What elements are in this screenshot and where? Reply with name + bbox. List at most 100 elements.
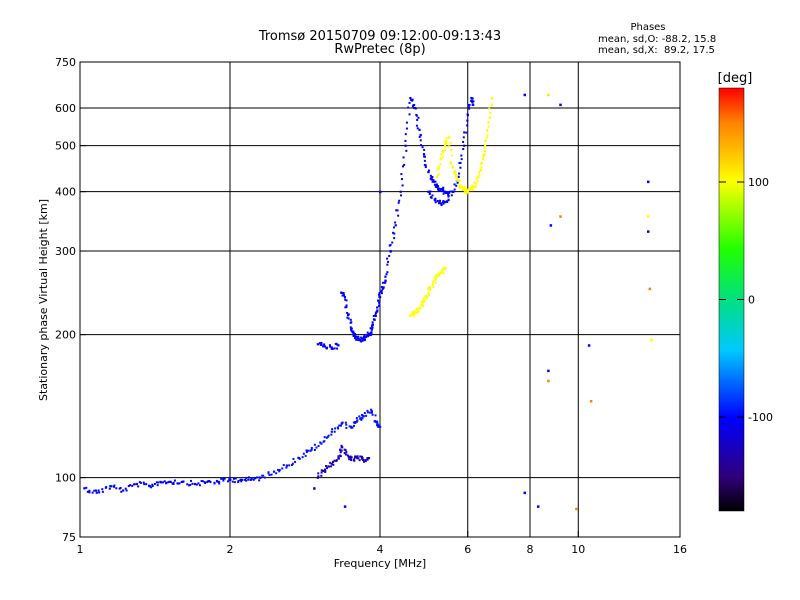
colorbar-tick-label: -100 xyxy=(748,411,773,424)
data-point xyxy=(470,100,473,103)
data-point xyxy=(371,324,374,327)
data-point xyxy=(365,414,368,417)
data-point xyxy=(119,486,122,489)
data-point xyxy=(440,204,443,207)
data-point xyxy=(161,481,164,484)
data-point xyxy=(323,345,327,348)
colorbar-label: [deg] xyxy=(718,71,753,86)
data-point xyxy=(449,141,452,144)
data-point xyxy=(349,326,352,329)
data-point xyxy=(460,158,463,161)
data-point xyxy=(357,457,360,460)
data-point xyxy=(434,278,437,281)
data-point xyxy=(431,178,434,181)
data-point xyxy=(352,330,355,333)
data-point xyxy=(195,483,198,486)
data-point xyxy=(450,194,453,197)
data-point xyxy=(155,481,158,484)
x-axis-label: Frequency [MHz] xyxy=(334,557,426,570)
data-point xyxy=(358,415,361,418)
data-point xyxy=(285,466,288,469)
data-point xyxy=(458,172,461,175)
data-point xyxy=(477,175,480,178)
data-point xyxy=(139,481,142,484)
data-point xyxy=(442,149,445,152)
data-point xyxy=(463,188,466,191)
data-point xyxy=(361,417,364,420)
data-point xyxy=(466,124,469,127)
data-point xyxy=(188,484,191,487)
data-point xyxy=(347,456,350,459)
data-point xyxy=(389,250,392,253)
data-point xyxy=(360,418,363,421)
data-point xyxy=(330,346,333,349)
data-point xyxy=(333,459,336,462)
data-point xyxy=(309,449,312,452)
data-point xyxy=(327,434,330,437)
data-point xyxy=(435,184,438,187)
data-point xyxy=(468,106,471,109)
data-point xyxy=(479,169,482,172)
data-point xyxy=(465,188,468,191)
data-point xyxy=(326,436,329,439)
data-point xyxy=(350,425,353,428)
data-point xyxy=(488,107,491,110)
data-point xyxy=(363,334,366,337)
data-point xyxy=(395,209,398,212)
data-point xyxy=(344,421,347,424)
data-point xyxy=(443,144,447,147)
data-point xyxy=(275,472,278,475)
data-point xyxy=(172,482,175,485)
data-point xyxy=(442,202,445,205)
data-point xyxy=(310,448,313,451)
data-point xyxy=(423,148,426,151)
data-point xyxy=(486,129,489,132)
data-point xyxy=(447,136,451,139)
data-point xyxy=(374,414,377,417)
data-point xyxy=(421,301,424,304)
data-point xyxy=(97,489,100,492)
data-point xyxy=(291,462,294,465)
data-point xyxy=(340,291,343,294)
data-point xyxy=(463,191,466,194)
data-point xyxy=(424,166,427,169)
data-point xyxy=(460,154,463,157)
data-point xyxy=(447,199,450,202)
data-point xyxy=(397,214,400,217)
x-tick-label: 16 xyxy=(673,543,687,556)
outlier-point xyxy=(547,379,550,383)
data-point xyxy=(204,482,207,485)
data-point xyxy=(425,296,428,299)
data-point xyxy=(345,426,348,429)
data-point xyxy=(377,304,380,307)
data-point xyxy=(142,481,145,484)
data-point xyxy=(216,480,219,483)
data-point xyxy=(421,146,424,149)
data-point xyxy=(345,304,348,307)
data-point xyxy=(401,184,404,187)
data-point xyxy=(320,474,323,477)
data-point xyxy=(458,162,461,165)
data-point xyxy=(355,420,358,423)
data-point xyxy=(337,456,340,460)
data-point xyxy=(415,124,418,127)
data-point xyxy=(316,343,319,346)
data-point xyxy=(429,286,432,289)
data-point xyxy=(88,489,91,492)
data-point xyxy=(201,480,204,483)
data-point xyxy=(431,175,434,178)
data-point xyxy=(372,315,375,318)
data-point xyxy=(387,260,390,263)
data-point xyxy=(376,423,379,426)
data-point xyxy=(356,419,359,422)
data-point xyxy=(324,465,327,468)
data-point xyxy=(354,335,357,338)
data-point xyxy=(350,456,353,459)
data-point xyxy=(456,179,459,182)
data-point xyxy=(410,98,413,101)
data-point xyxy=(193,482,197,486)
data-point xyxy=(310,446,313,449)
data-point xyxy=(380,292,383,295)
data-point xyxy=(411,313,414,316)
data-point xyxy=(347,317,350,320)
